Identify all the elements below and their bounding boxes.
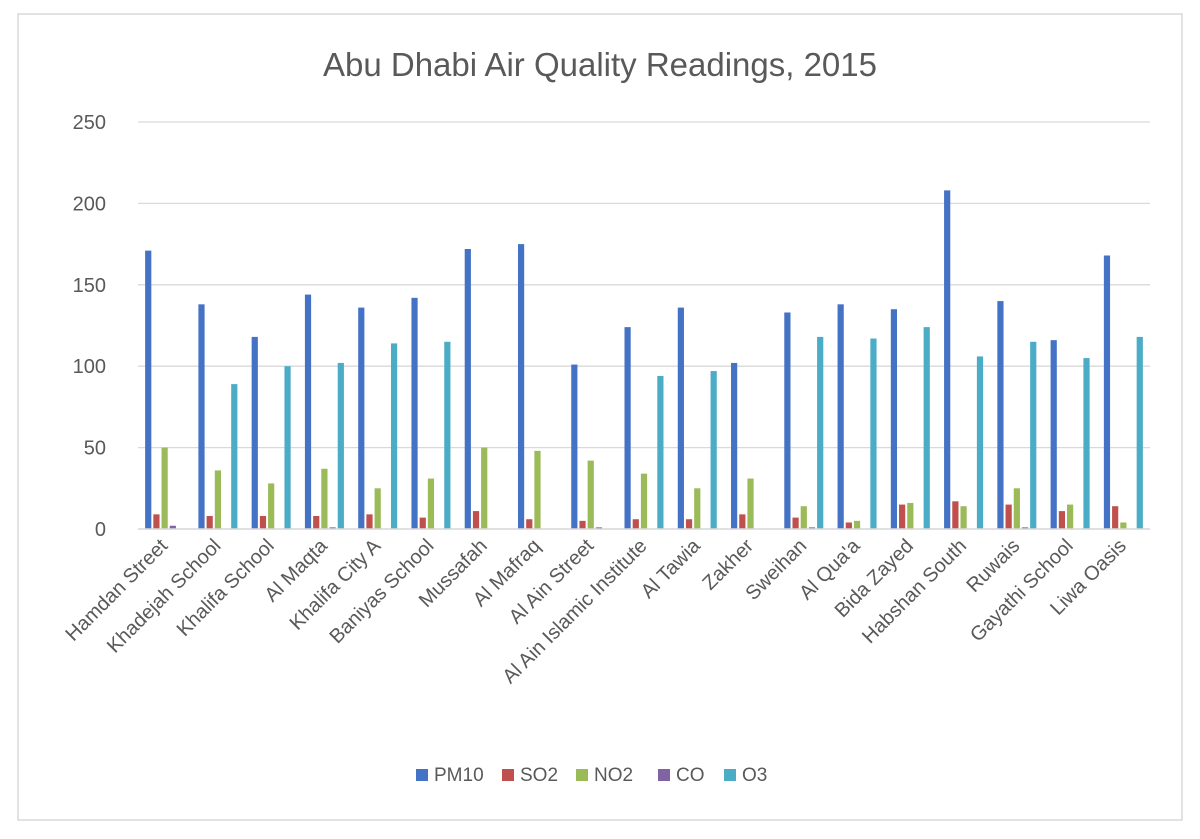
bar-so2 [845, 522, 852, 529]
bar-so2 [1058, 511, 1066, 529]
bar-o3 [231, 384, 238, 529]
bar-o3 [444, 341, 451, 529]
bars [145, 190, 1143, 529]
bar-no2 [481, 447, 488, 529]
bar-no2 [321, 468, 328, 529]
bar-so2 [206, 515, 213, 529]
bar-o3 [976, 356, 984, 529]
bar-no2 [1067, 504, 1074, 529]
legend-label-co: CO [676, 765, 705, 786]
bar-pm10 [997, 301, 1004, 529]
bar-no2 [214, 470, 221, 529]
chart-title: Abu Dhabi Air Quality Readings, 2015 [323, 46, 877, 83]
bar-no2 [747, 478, 754, 529]
legend-label-no2: NO2 [594, 765, 633, 786]
legend-label-so2: SO2 [520, 765, 558, 786]
bar-pm10 [624, 327, 631, 529]
bar-o3 [1030, 341, 1037, 529]
bar-so2 [366, 514, 373, 529]
bar-so2 [685, 519, 693, 529]
bar-pm10 [784, 312, 791, 529]
bar-co [595, 527, 603, 529]
bar-pm10 [145, 250, 152, 529]
bar-co [1021, 527, 1029, 529]
bar-o3 [710, 371, 717, 529]
legend-label-pm10: PM10 [434, 765, 484, 786]
bar-o3 [657, 375, 664, 529]
bar-so2 [259, 515, 267, 529]
bar-so2 [153, 514, 160, 529]
legend-swatch-co [658, 769, 670, 781]
legend-label-o3: O3 [742, 765, 767, 786]
bar-o3 [1136, 336, 1143, 529]
bar-so2 [472, 511, 480, 529]
y-tick-label: 100 [73, 356, 106, 378]
bar-pm10 [251, 336, 258, 529]
bar-o3 [390, 343, 398, 529]
y-axis: 0 50 100 150 200 250 [73, 112, 106, 541]
bar-so2 [632, 519, 639, 529]
y-tick-label: 50 [84, 438, 106, 460]
bar-no2 [1120, 522, 1127, 529]
bar-o3 [923, 327, 930, 529]
bar-no2 [640, 473, 648, 529]
bar-pm10 [198, 304, 205, 529]
legend-swatch-so2 [502, 769, 514, 781]
bar-co [169, 525, 176, 529]
bar-pm10 [890, 309, 898, 529]
bar-o3 [817, 336, 824, 529]
bar-pm10 [304, 294, 312, 529]
bar-no2 [268, 483, 275, 529]
legend-swatch-pm10 [416, 769, 428, 781]
bar-pm10 [677, 307, 684, 529]
legend-swatch-o3 [724, 769, 736, 781]
legend: PM10 SO2 NO2 CO O3 [416, 765, 767, 786]
bar-no2 [374, 488, 381, 529]
bar-no2 [534, 450, 541, 529]
bar-so2 [899, 504, 906, 529]
bar-pm10 [411, 297, 418, 529]
bar-no2 [427, 478, 435, 529]
bar-pm10 [358, 307, 365, 529]
bar-so2 [579, 520, 586, 529]
bar-o3 [870, 338, 877, 529]
bar-no2 [587, 460, 594, 529]
bar-so2 [739, 514, 746, 529]
bar-pm10 [464, 248, 471, 529]
bar-no2 [1013, 488, 1020, 529]
bar-no2 [907, 502, 914, 529]
bar-so2 [792, 517, 799, 529]
bar-so2 [526, 519, 533, 529]
bar-so2 [313, 515, 320, 529]
bar-co [329, 527, 336, 529]
bar-pm10 [571, 364, 578, 529]
bar-so2 [952, 501, 959, 529]
bar-pm10 [731, 362, 738, 529]
bar-so2 [1112, 506, 1119, 529]
bar-o3 [284, 366, 291, 529]
chart-border [17, 13, 1183, 821]
bar-pm10 [944, 190, 951, 529]
bar-so2 [419, 517, 426, 529]
bar-o3 [1083, 358, 1090, 529]
bar-no2 [960, 506, 967, 529]
legend-swatch-no2 [576, 769, 588, 781]
bar-pm10 [1050, 340, 1057, 529]
bar-no2 [800, 506, 807, 529]
y-tick-label: 0 [95, 519, 106, 541]
bar-no2 [694, 488, 701, 529]
y-tick-label: 200 [73, 193, 106, 215]
y-tick-label: 150 [73, 275, 106, 297]
bar-pm10 [1103, 255, 1111, 529]
bar-o3 [337, 362, 344, 529]
bar-so2 [1005, 504, 1012, 529]
y-tick-label: 250 [73, 112, 106, 134]
bar-pm10 [517, 244, 525, 529]
bar-no2 [853, 520, 861, 529]
bar-no2 [161, 447, 168, 529]
bar-pm10 [837, 304, 844, 529]
bar-co [808, 527, 816, 529]
